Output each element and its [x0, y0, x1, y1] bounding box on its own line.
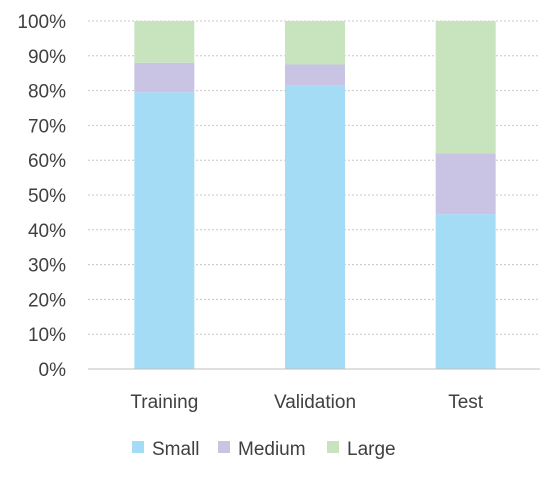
y-tick-label: 70% — [28, 116, 66, 137]
bar-segment-small-training — [134, 92, 195, 369]
bar-segment-large-test — [435, 21, 496, 154]
y-tick-label: 30% — [28, 256, 66, 277]
y-tick-label: 60% — [28, 151, 66, 172]
bars — [134, 21, 496, 369]
y-tick-label: 20% — [28, 290, 66, 311]
legend-swatch-medium — [218, 441, 230, 453]
x-tick-label: Training — [130, 392, 198, 413]
legend-label-large: Large — [347, 439, 396, 460]
y-tick-label: 10% — [28, 325, 66, 346]
legend-swatch-large — [327, 441, 339, 453]
legend-swatch-small — [132, 441, 144, 453]
bar-segment-large-training — [134, 21, 195, 63]
y-tick-label: 0% — [39, 360, 67, 381]
bar-segment-large-validation — [285, 21, 345, 65]
y-tick-label: 80% — [28, 82, 66, 103]
y-tick-label: 40% — [28, 221, 66, 242]
bar-segment-small-test — [435, 214, 496, 369]
bar-segment-small-validation — [285, 85, 345, 369]
legend: Small Medium Large — [132, 439, 396, 460]
axes: 0% 10% 20% 30% 40% 50% 60% 70% 80% 90% 100% Trainin… — [17, 12, 540, 413]
legend-label-medium: Medium — [238, 439, 306, 460]
y-tick-label: 50% — [28, 186, 66, 207]
bar-segment-medium-validation — [285, 64, 345, 86]
x-tick-label: Validation — [274, 392, 356, 413]
x-tick-label: Test — [448, 392, 484, 413]
y-tick-label: 100% — [17, 12, 66, 33]
bar-segment-medium-training — [134, 62, 195, 93]
bar-segment-medium-test — [435, 153, 496, 215]
legend-label-small: Small — [152, 439, 200, 460]
y-tick-label: 90% — [28, 47, 66, 68]
